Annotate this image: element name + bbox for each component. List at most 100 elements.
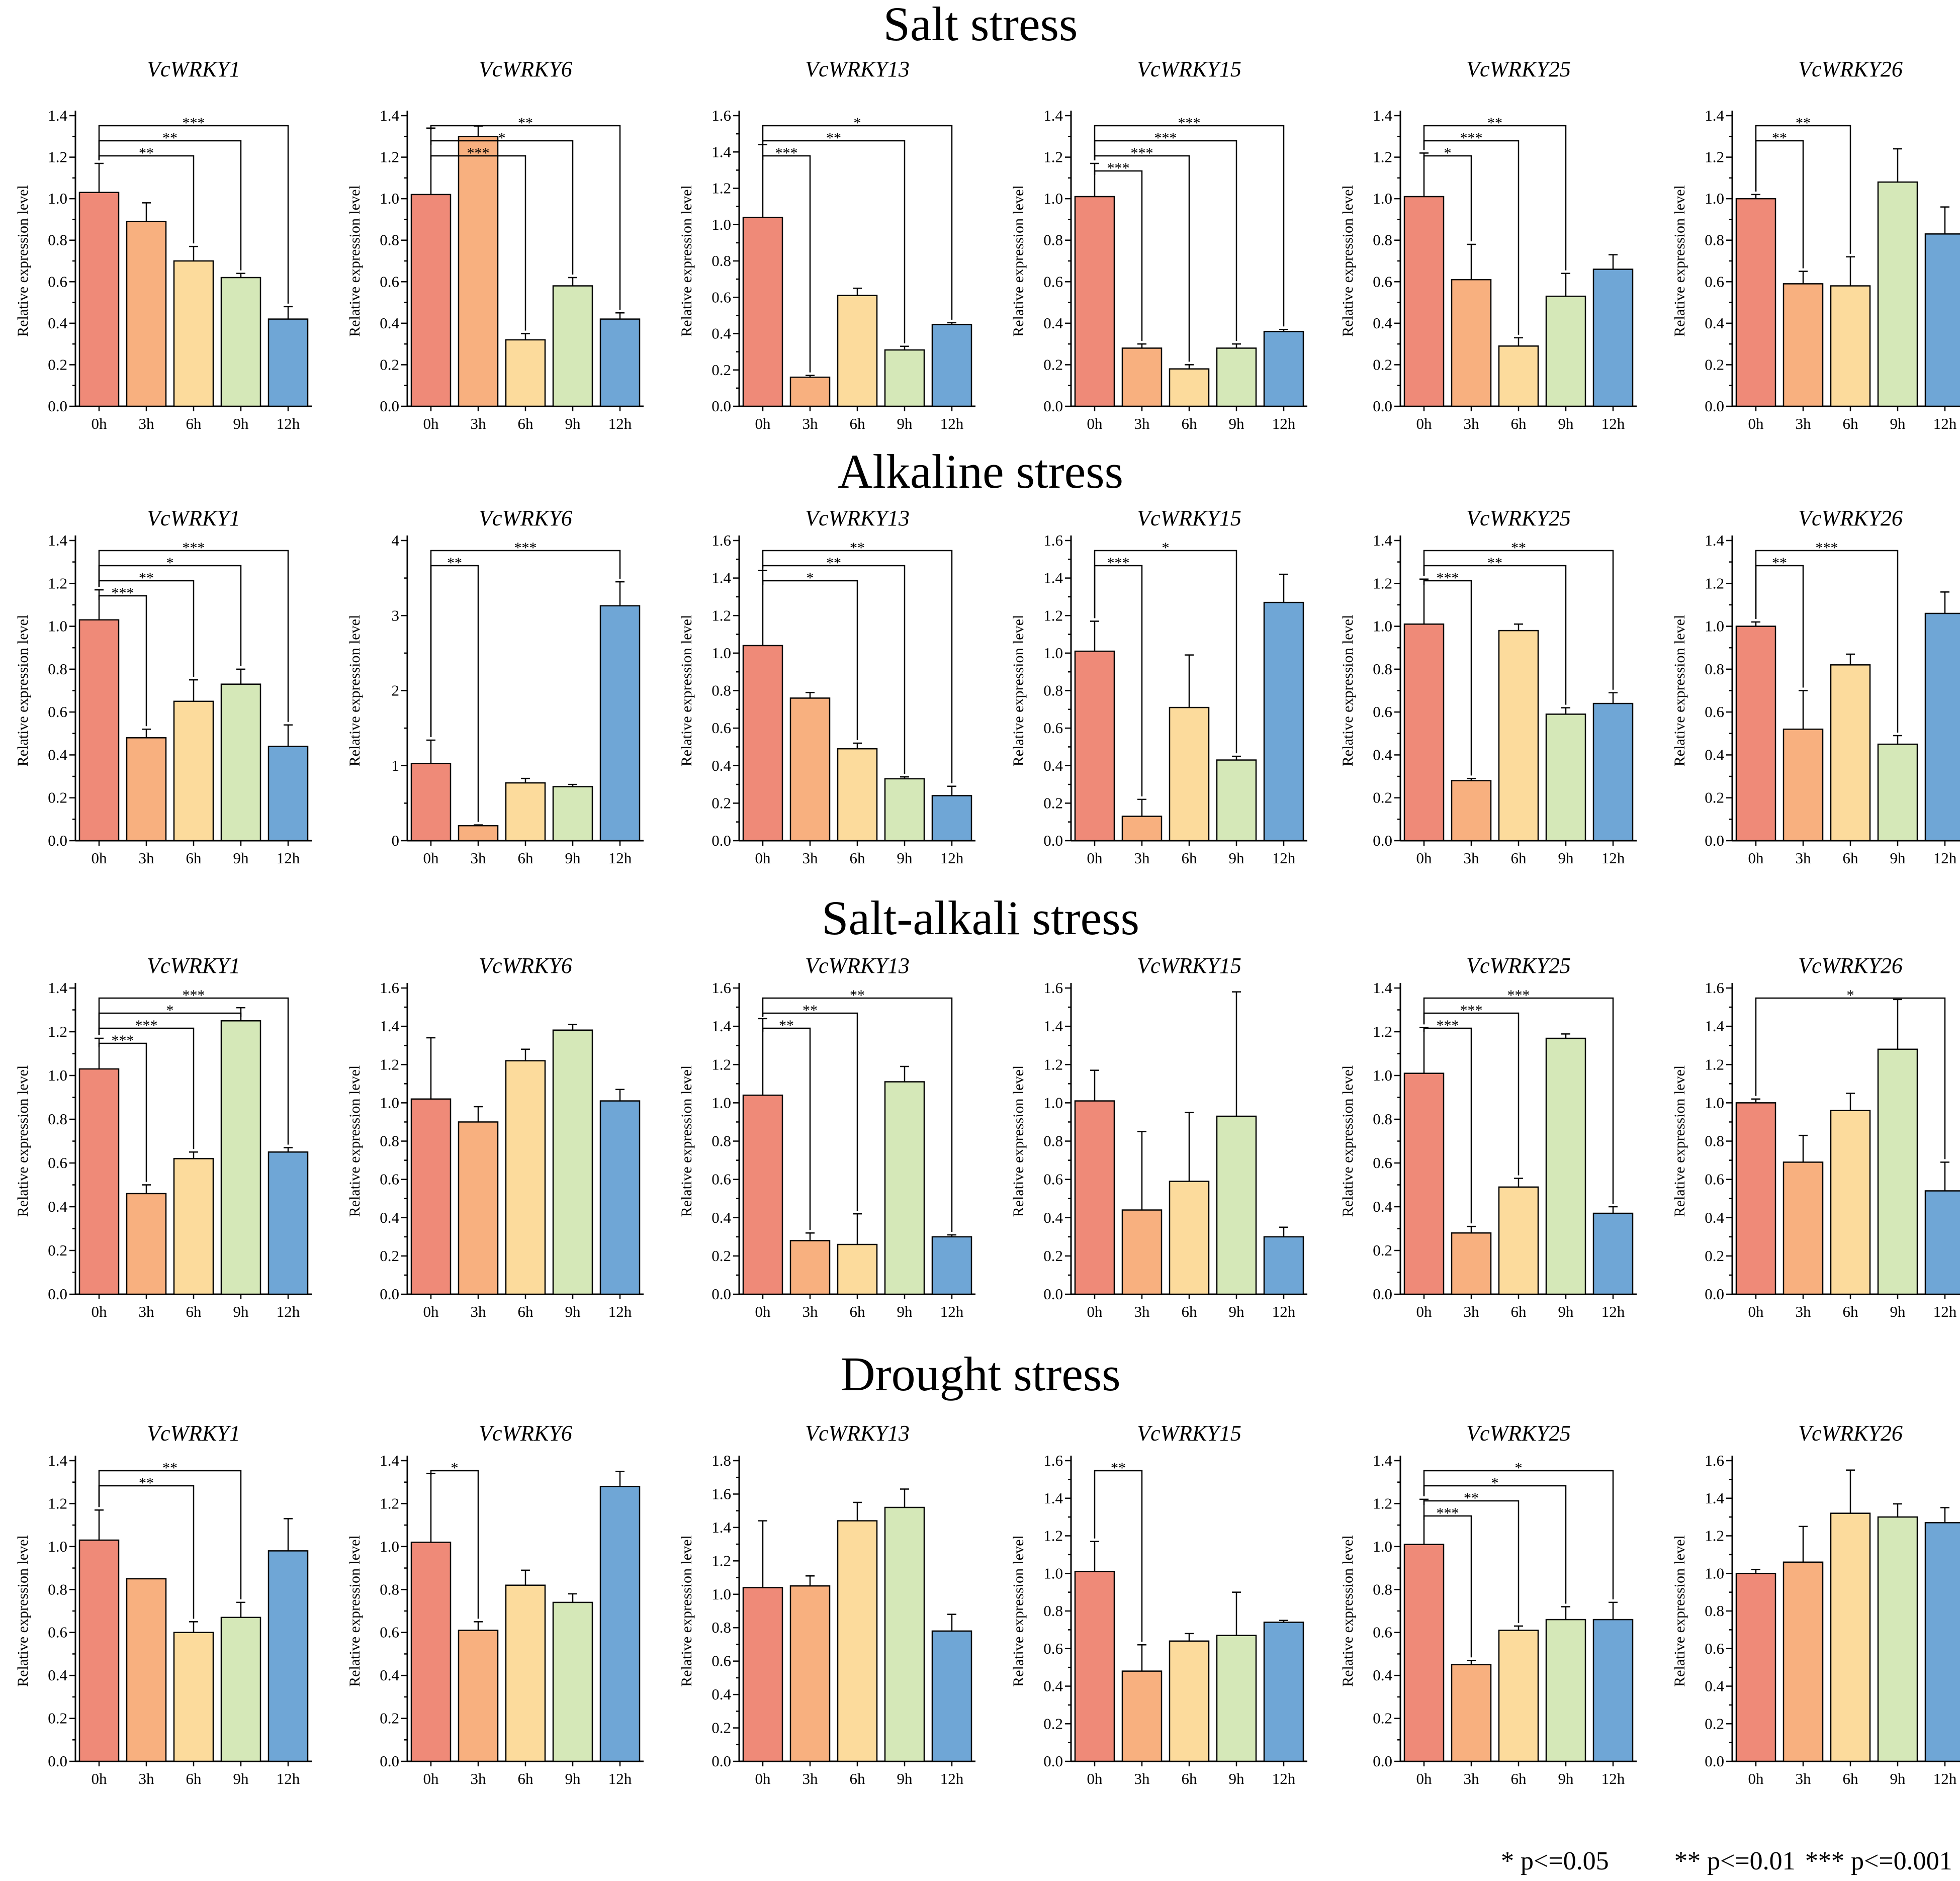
y-tick-label: 0.6: [380, 1624, 399, 1641]
significance-bracket: [762, 997, 953, 1232]
bar: [268, 746, 309, 842]
y-tick-label: 1.0: [48, 1538, 67, 1555]
y-tick-label: 0.8: [1043, 682, 1063, 699]
bar: [458, 1630, 499, 1762]
significance-label: ***: [1460, 130, 1483, 146]
significance-bracket: [762, 1027, 811, 1230]
significance-bracket: [1423, 1515, 1472, 1658]
bar: [1216, 1115, 1257, 1295]
y-tick-label: 0.8: [711, 1132, 731, 1150]
x-tick-label: 6h: [1511, 415, 1527, 432]
x-tick-label: 0h: [423, 1303, 439, 1320]
bar: [1263, 1622, 1304, 1762]
y-tick-label: 1.4: [380, 1452, 399, 1469]
bar: [1216, 347, 1257, 407]
y-tick-label: 1.0: [380, 1538, 399, 1555]
bar: [789, 1585, 831, 1762]
bar: [552, 786, 593, 842]
bar: [931, 1630, 972, 1762]
x-tick-label: 6h: [1843, 1770, 1859, 1787]
significance-bracket: [98, 140, 242, 271]
y-tick-label: 0.2: [48, 789, 67, 807]
y-tick-label: 0.0: [48, 1285, 67, 1303]
x-tick-label: 12h: [940, 849, 964, 867]
chart-title: VcWRKY15: [1137, 506, 1241, 530]
x-tick-label: 6h: [518, 415, 534, 432]
y-axis-label: Relative expression level: [678, 185, 695, 337]
bar: [884, 1081, 925, 1295]
x-tick-label: 0h: [92, 849, 108, 867]
y-tick-label: 0.8: [48, 1110, 67, 1128]
y-tick-label: 1.6: [711, 107, 731, 124]
y-tick-label: 1.6: [1705, 979, 1724, 997]
y-tick-label: 1.0: [1705, 1564, 1724, 1582]
x-tick-label: 6h: [1182, 849, 1198, 867]
x-tick-label: 6h: [186, 1770, 202, 1787]
chart-title: VcWRKY25: [1466, 506, 1571, 530]
bar: [1074, 196, 1115, 407]
y-axis-label: Relative expression level: [678, 1065, 695, 1217]
y-tick-label: 1.4: [48, 531, 67, 549]
y-tick-label: 1.2: [1043, 148, 1063, 166]
significance-label: ***: [1460, 1002, 1483, 1019]
bar: [78, 619, 120, 842]
bar: [1924, 1522, 1960, 1762]
y-tick-label: 0.6: [1705, 273, 1724, 290]
x-tick-label: 0h: [92, 1303, 108, 1320]
y-tick-label: 1.2: [1373, 574, 1392, 592]
x-tick-label: 9h: [897, 415, 913, 432]
y-tick-label: 4: [392, 531, 400, 549]
x-tick-label: 12h: [277, 1303, 300, 1320]
significance-label: ***: [1107, 555, 1130, 571]
y-tick-label: 0.4: [1705, 314, 1724, 332]
x-tick-label: 3h: [1464, 415, 1480, 432]
x-tick-label: 12h: [1933, 1770, 1957, 1787]
y-tick-label: 0.8: [1705, 1602, 1724, 1620]
chart-panel: VcWRKY13 Relative expression level 0.0 0.2 0…: [678, 1421, 975, 1787]
y-tick-label: 1.0: [711, 1585, 731, 1603]
x-tick-label: 3h: [471, 1303, 487, 1320]
x-tick-label: 0h: [92, 1770, 108, 1787]
chart-title: VcWRKY25: [1466, 953, 1571, 978]
x-tick-label: 3h: [803, 415, 819, 432]
y-tick-label: 1.2: [1043, 606, 1063, 624]
x-tick-label: 6h: [1182, 1770, 1198, 1787]
y-tick-label: 1.4: [380, 1017, 399, 1035]
x-tick-label: 3h: [1796, 1770, 1812, 1787]
chart-panel: VcWRKY26 Relative expression level 0.0 0.2 0…: [1671, 953, 1960, 1320]
chart-title: VcWRKY26: [1798, 506, 1903, 530]
significance-label: ***: [112, 1032, 134, 1049]
y-tick-label: 0.2: [380, 1247, 399, 1265]
y-tick-label: 0.8: [1043, 1132, 1063, 1150]
y-tick-label: 0.4: [1373, 1666, 1392, 1684]
x-tick-label: 12h: [1933, 415, 1957, 432]
bar: [1830, 285, 1871, 407]
y-tick-label: 0.6: [711, 719, 731, 737]
chart-panel: VcWRKY13 Relative expression level 0.0 0.2 0…: [678, 57, 975, 432]
bar: [1451, 780, 1492, 842]
x-tick-label: 0h: [1416, 1770, 1433, 1787]
significance-bracket: [1094, 550, 1237, 754]
bar: [1735, 198, 1776, 407]
section-title: Drought stress: [840, 1347, 1120, 1401]
y-tick-label: 1.6: [1043, 531, 1063, 549]
x-tick-label: 6h: [850, 849, 866, 867]
y-tick-label: 0.6: [48, 273, 67, 290]
significance-bracket: [98, 550, 289, 722]
y-axis-label: Relative expression level: [678, 615, 695, 767]
y-tick-label: 0.2: [1705, 1247, 1724, 1265]
significance-label: ***: [1437, 1505, 1459, 1521]
bar: [1924, 612, 1960, 842]
chart-title: VcWRKY25: [1466, 1421, 1571, 1446]
bar: [1121, 816, 1163, 842]
bar: [220, 1020, 261, 1295]
bar: [1074, 1100, 1115, 1295]
x-tick-label: 6h: [518, 1303, 534, 1320]
y-tick-label: 1.4: [711, 143, 731, 160]
y-axis-label: Relative expression level: [15, 1535, 31, 1687]
x-tick-label: 3h: [803, 849, 819, 867]
bar: [1924, 233, 1960, 407]
bar: [126, 1193, 167, 1295]
bar: [410, 1098, 452, 1295]
y-tick-label: 0.8: [48, 660, 67, 678]
